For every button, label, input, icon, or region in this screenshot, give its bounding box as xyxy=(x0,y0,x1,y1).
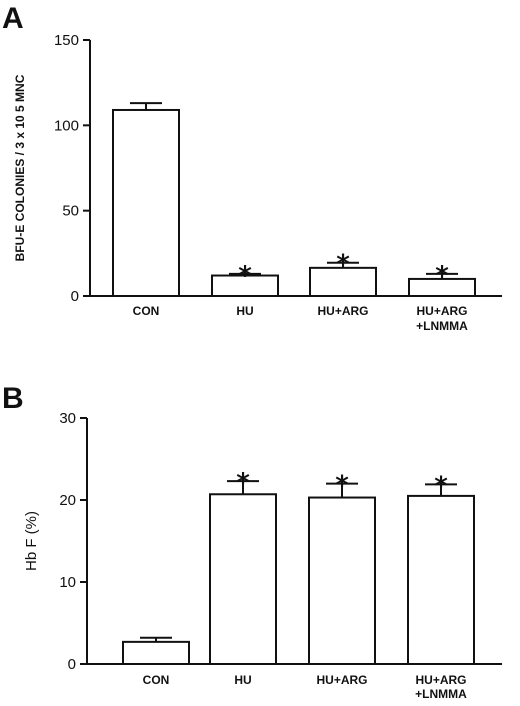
panel-b-bar xyxy=(122,640,190,665)
panel-b-letter: B xyxy=(2,382,24,415)
panel-a-bar xyxy=(112,108,180,298)
panel-a-significance-star: * xyxy=(435,261,449,291)
panel-b-y-axis-label: Hb F (%) xyxy=(23,511,40,571)
panel-a-significance-star: * xyxy=(336,250,350,280)
panel-b-y-tick-label: 20 xyxy=(59,492,76,509)
panel-a-category-label: CON xyxy=(133,304,160,318)
panel-a-y-tick-label: 0 xyxy=(71,288,79,305)
panel-a-chart: A 0 50 100 150 BFU-E COLONIES / 3 x 10 5 MNC C… xyxy=(2,2,502,333)
panel-a-significance-star: * xyxy=(238,261,252,291)
panel-a-category-label: HU+ARG xyxy=(317,304,368,318)
panel-b-category-label: +LNMMA xyxy=(415,687,467,701)
panel-a-category-label: HU xyxy=(236,304,253,318)
panel-b-category-label: HU+ARG xyxy=(316,673,367,687)
panel-b-significance-star: * xyxy=(236,468,250,498)
panel-b-category-label: HU+ARG xyxy=(415,673,466,687)
panel-b-y-tick-label: 10 xyxy=(59,574,76,591)
panel-a-category-label: +LNMMA xyxy=(416,319,468,333)
panel-b-bar xyxy=(308,496,376,666)
panel-b-bar xyxy=(407,494,475,665)
panel-b-category-label: HU xyxy=(234,673,251,687)
panel-a-y-axis-label: BFU-E COLONIES / 3 x 10 5 MNC xyxy=(13,74,27,261)
panel-b-y-tick-label: 0 xyxy=(68,656,76,673)
panel-a-letter: A xyxy=(2,2,24,35)
panel-b-bar xyxy=(209,493,277,666)
panel-b-category-label: CON xyxy=(143,673,170,687)
panel-a-y-tick-label: 50 xyxy=(62,203,79,220)
panel-b-significance-star: * xyxy=(434,471,448,501)
panel-b-y-tick-label: 30 xyxy=(59,410,76,427)
panel-a-y-tick-label: 100 xyxy=(54,117,79,134)
panel-a-bar xyxy=(309,266,377,297)
panel-a-category-label: HU+ARG xyxy=(416,304,467,318)
panel-b-significance-star: * xyxy=(335,471,349,501)
panel-a-y-tick-label: 150 xyxy=(54,32,79,49)
